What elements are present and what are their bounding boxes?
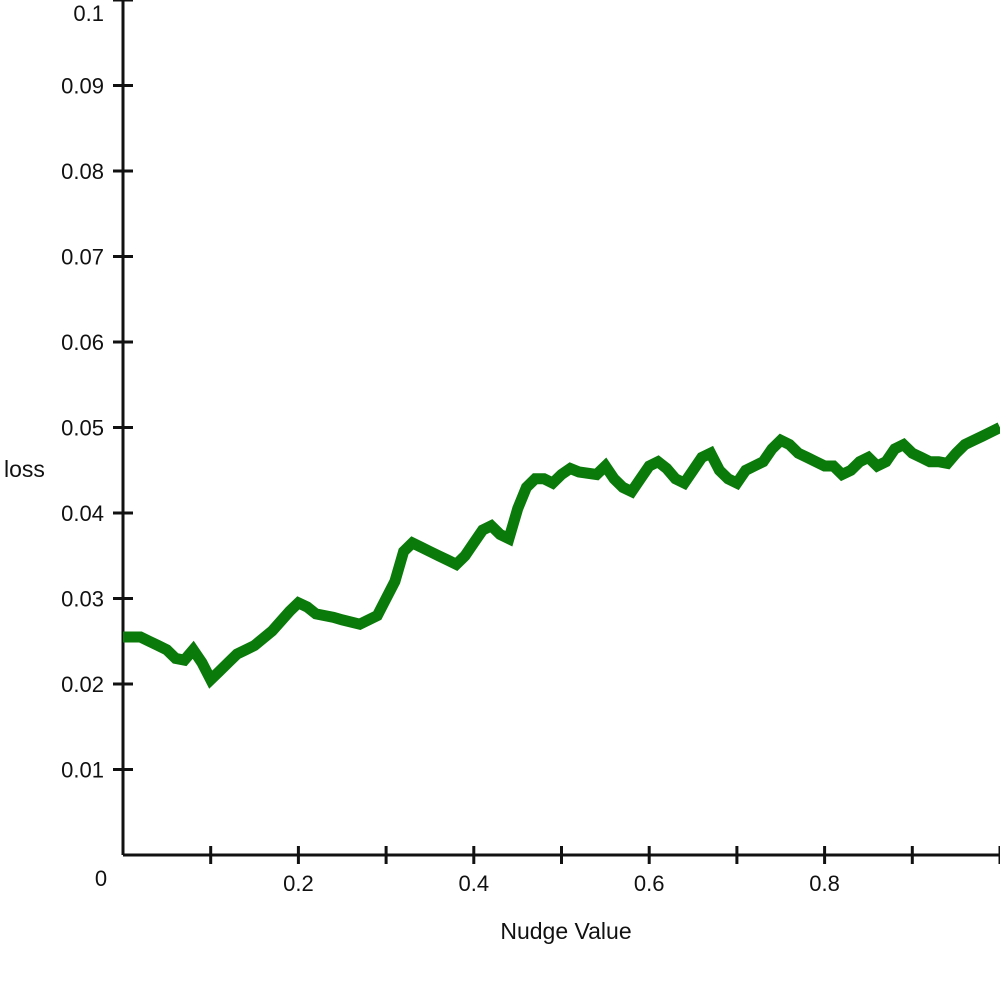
y-tick-label: 0.05 xyxy=(61,416,104,441)
x-ticks: 0 0.2 0.4 0.6 0.8 xyxy=(95,846,1000,896)
y-tick-label: 0.08 xyxy=(61,159,104,184)
y-tick-label: 0.07 xyxy=(61,245,104,270)
x-tick-label: 0.2 xyxy=(283,871,314,896)
y-ticks: 0.01 0.02 0.03 0.04 0.05 0.06 0.07 0.08 0.09 0.1 xyxy=(61,0,133,783)
x-tick-label: 0 xyxy=(95,866,107,891)
y-axis-label: loss xyxy=(4,456,45,482)
y-tick-label: 0.09 xyxy=(61,74,104,99)
x-tick-label: 0.6 xyxy=(634,871,665,896)
y-tick-label: 0.02 xyxy=(61,672,104,697)
y-tick-label: 0.1 xyxy=(73,1,104,26)
x-tick-label: 0.4 xyxy=(459,871,490,896)
y-tick-label: 0.03 xyxy=(61,587,104,612)
series-layer xyxy=(123,422,1000,689)
x-axis-label: Nudge Value xyxy=(500,918,631,944)
y-tick-label: 0.01 xyxy=(61,758,104,783)
series-line-0 xyxy=(123,422,1000,689)
y-tick-label: 0.04 xyxy=(61,501,104,526)
y-tick-label: 0.06 xyxy=(61,330,104,355)
axes xyxy=(121,0,1000,857)
x-tick-label: 0.8 xyxy=(809,871,840,896)
